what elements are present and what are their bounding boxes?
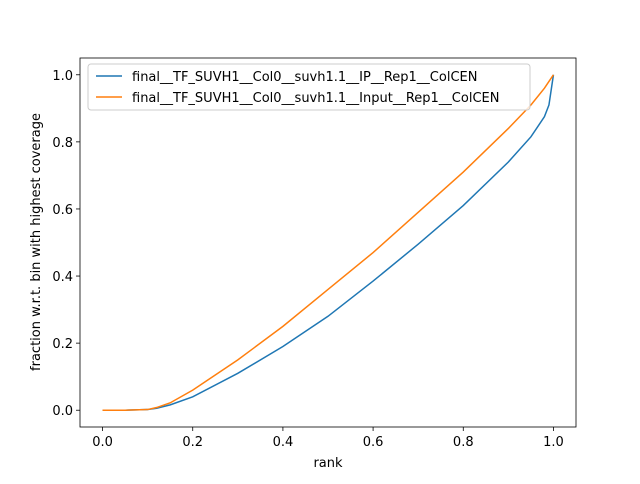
x-tick-label: 0.6 [363, 435, 384, 450]
x-tick-label: 0.4 [273, 435, 294, 450]
legend-label: final__TF_SUVH1__Col0__suvh1.1__Input__R… [132, 91, 499, 106]
x-tick-label: 0.0 [92, 435, 113, 450]
legend-label: final__TF_SUVH1__Col0__suvh1.1__IP__Rep1… [132, 70, 477, 85]
y-tick-label: 0.6 [52, 203, 73, 218]
legend-box [87, 63, 531, 111]
data-line [102, 74, 555, 411]
y-tick-label: 0.8 [52, 136, 73, 151]
axes-frame [79, 57, 577, 428]
x-tick-label: 0.2 [182, 435, 203, 450]
x-tick-label: 0.8 [453, 435, 474, 450]
x-axis-label: rank [313, 456, 343, 471]
legend: final__TF_SUVH1__Col0__suvh1.1__IP__Rep1… [87, 63, 531, 111]
y-axis-label: fraction w.r.t. bin with highest coverag… [29, 113, 44, 371]
y-tick-label: 1.0 [52, 69, 73, 84]
y-tick-label: 0.2 [52, 337, 73, 352]
x-tick-label: 1.0 [543, 435, 564, 450]
y-tick-label: 0.4 [52, 270, 73, 285]
y-tick-label: 0.0 [52, 404, 73, 419]
